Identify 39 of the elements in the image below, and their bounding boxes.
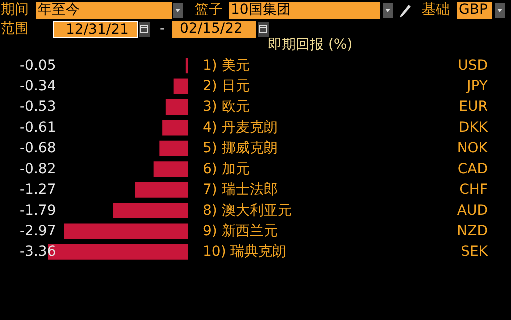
text: 02/15/22	[172, 21, 256, 38]
text: 基础	[422, 2, 450, 19]
y-tick-label: 2) 日元	[203, 78, 250, 95]
data-label: -0.82	[20, 161, 56, 178]
text: 范围	[1, 21, 29, 38]
data-label: -1.79	[20, 202, 56, 219]
text: 期间	[1, 2, 29, 19]
text: 篮子	[195, 2, 223, 19]
y2-tick-label: USD	[458, 58, 488, 74]
data-label: -2.97	[20, 223, 56, 240]
y2-tick-label: NOK	[457, 140, 489, 157]
y2-tick-label: NZD	[457, 223, 488, 240]
y-tick-label: 7) 瑞士法郎	[203, 182, 278, 198]
y2-tick-label: JPY	[466, 78, 488, 95]
text: -	[160, 21, 166, 38]
data-label: -0.68	[20, 140, 56, 157]
data-label: -0.53	[20, 99, 56, 116]
data-label: -0.05	[20, 58, 56, 74]
text: 12/31/21	[53, 21, 138, 38]
y-tick-label: 9) 新西兰元	[203, 223, 278, 240]
y-tick-label: 10) 瑞典克朗	[203, 244, 287, 260]
y-tick-label: 8) 澳大利亚元	[203, 202, 292, 219]
y2-tick-label: CHF	[460, 182, 488, 198]
text: 10国集团	[229, 2, 380, 19]
y2-tick-label: CAD	[458, 161, 488, 178]
y-tick-label: 4) 丹麦克朗	[203, 120, 278, 136]
y2-tick-label: AUD	[457, 202, 488, 219]
y2-tick-label: EUR	[459, 99, 488, 116]
y2-tick-label: SEK	[461, 244, 489, 260]
text: GBP	[457, 2, 492, 19]
text: 年至今	[36, 2, 172, 19]
y-tick-label: 1) 美元	[203, 58, 250, 74]
y-tick-label: 5) 挪威克朗	[203, 140, 278, 157]
y-tick-label: 6) 加元	[203, 161, 250, 178]
y-tick-label: 3) 欧元	[203, 99, 250, 116]
y2-tick-label: DKK	[458, 120, 489, 136]
data-label: -0.34	[20, 78, 56, 95]
data-label: -1.27	[20, 182, 56, 198]
data-label: -0.61	[20, 120, 56, 136]
